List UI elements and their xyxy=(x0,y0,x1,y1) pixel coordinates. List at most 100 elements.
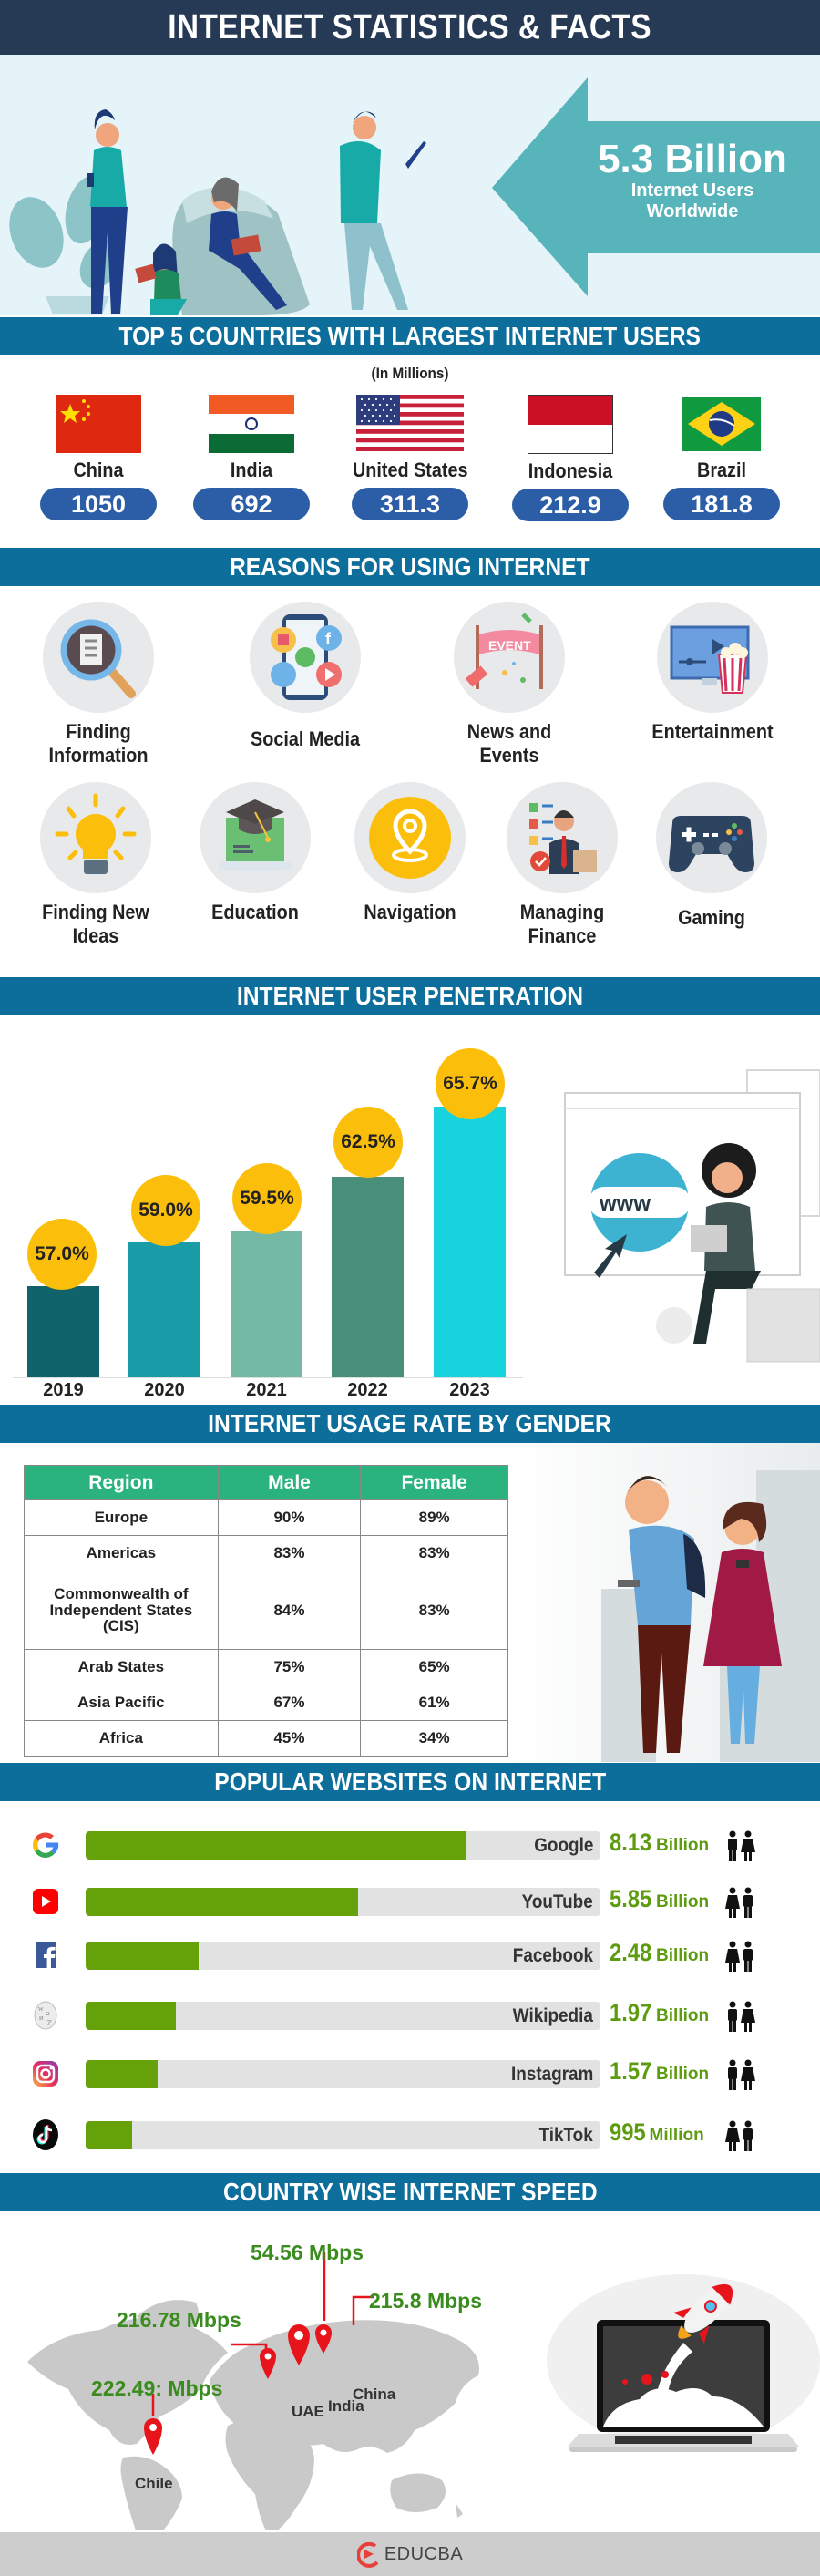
svg-text:f: f xyxy=(325,630,332,648)
chart-bar-2022 xyxy=(332,1177,404,1377)
rocket-laptop-illustration xyxy=(547,2274,820,2452)
speed-label-india: 54.56 Mbps xyxy=(251,2241,364,2264)
left-arrow-shape xyxy=(492,77,820,296)
city-label-india: India xyxy=(328,2397,364,2415)
country-card-united-states: United States 311.3 xyxy=(346,395,474,520)
chart-bar-2019 xyxy=(27,1286,99,1377)
chart-value-label: 59.0% xyxy=(131,1175,200,1246)
hero-stat-value: 5.3 Billion xyxy=(598,137,787,181)
country-value-badge: 212.9 xyxy=(512,489,629,521)
people-using-devices-illustration xyxy=(9,109,426,315)
graduation-cap-laptop-icon xyxy=(200,782,311,893)
people-icon xyxy=(728,1830,755,1861)
reason-gaming: Gaming xyxy=(634,782,789,930)
indonesia-flag-icon xyxy=(528,395,613,454)
city-label-chile: Chile xyxy=(135,2475,173,2492)
speed-label-uae: 216.78 Mbps xyxy=(117,2308,241,2332)
svg-text:Ω: Ω xyxy=(46,2012,50,2017)
speed-label-chile: 222.49: Mbps xyxy=(91,2376,223,2400)
table-row: Commonwealth of Independent States (CIS)… xyxy=(24,1571,508,1650)
india-flag-icon xyxy=(209,395,294,453)
usage-bar-track: TikTok xyxy=(86,2121,600,2149)
svg-text:www: www xyxy=(599,1191,651,1216)
section-header-gender: INTERNET USAGE RATE BY GENDER xyxy=(0,1405,820,1443)
website-users-value: 8.13 Billion xyxy=(610,1829,710,1856)
couple-with-phones-illustration xyxy=(510,1443,820,1762)
website-row-tiktok: TikTok 995 Million xyxy=(0,2118,820,2151)
reason-education: Education xyxy=(178,782,333,924)
usage-bar-fill xyxy=(86,2002,176,2030)
gender-usage-table: Region Male Female Europe 90% 89% Americ… xyxy=(24,1465,508,1757)
speed-label-china: 215.8 Mbps xyxy=(369,2289,482,2313)
website-row-youtube: YouTube 5.85 Billion xyxy=(0,1885,820,1918)
section-header-speed: COUNTRY WISE INTERNET SPEED xyxy=(0,2173,820,2211)
table-row: Arab States 75% 65% xyxy=(24,1649,508,1685)
footer-brand[interactable]: EDUCBA xyxy=(384,2543,464,2564)
country-card-china: China 1050 xyxy=(35,395,162,520)
country-value-badge: 692 xyxy=(193,488,310,520)
brazil-flag-icon xyxy=(682,397,761,451)
chart-baseline xyxy=(13,1377,523,1378)
youtube-icon xyxy=(29,1885,62,1918)
city-label-uae: UAE xyxy=(292,2403,324,2420)
website-users-value: 2.48 Billion xyxy=(610,1939,710,1966)
people-icon xyxy=(725,1941,753,1972)
units-note: (In Millions) xyxy=(371,365,449,382)
country-name: Indonesia xyxy=(528,459,613,482)
table-row: Europe 90% 89% xyxy=(24,1499,508,1536)
section-header-reasons: REASONS FOR USING INTERNET xyxy=(0,548,820,586)
people-icon xyxy=(725,2120,753,2151)
reason-entertainment: Entertainment xyxy=(635,602,790,744)
usage-bar-track: Instagram xyxy=(86,2060,600,2088)
website-row-google: Google 8.13 Billion xyxy=(0,1829,820,1861)
chart-bar-2023 xyxy=(434,1107,506,1377)
table-row: Asia Pacific 67% 61% xyxy=(24,1685,508,1721)
social-media-phone-icon: f xyxy=(250,602,361,713)
footer-bar: EDUCBA xyxy=(0,2532,820,2576)
usage-bar-track: YouTube xyxy=(86,1888,600,1916)
website-users-value: 1.97 Billion xyxy=(610,1999,710,2026)
reason-managing-finance: Managing Finance xyxy=(485,782,640,949)
cis-region-cell: Commonwealth of Independent States (CIS) xyxy=(24,1571,219,1650)
map-pins xyxy=(144,2324,332,2455)
svg-text:W: W xyxy=(38,2007,44,2013)
country-card-indonesia: Indonesia 212.9 xyxy=(507,395,634,521)
website-row-facebook: Facebook 2.48 Billion xyxy=(0,1939,820,1972)
page-title-bar: INTERNET STATISTICS & FACTS xyxy=(0,0,820,55)
country-value-badge: 181.8 xyxy=(663,488,780,520)
country-name: United States xyxy=(353,459,468,481)
china-flag-icon xyxy=(56,395,141,453)
businessman-finance-icon xyxy=(507,782,618,893)
country-value-badge: 311.3 xyxy=(352,488,468,520)
section-header-websites: POPULAR WEBSITES ON INTERNET xyxy=(0,1763,820,1801)
chart-value-label: 57.0% xyxy=(27,1219,97,1290)
hero-subtitle-line2: Worldwide xyxy=(646,201,739,222)
usage-bar-fill xyxy=(86,2060,159,2088)
location-pin-icon xyxy=(354,782,466,893)
event-banner-icon: EVENT xyxy=(454,602,565,713)
reason-navigation: Navigation xyxy=(333,782,487,924)
table-row: Americas 83% 83% xyxy=(24,1535,508,1571)
country-card-india: India 692 xyxy=(188,395,315,520)
usage-bar-fill xyxy=(86,1942,200,1970)
hero-stat-block: 5.3 Billion Internet Users Worldwide xyxy=(574,137,811,222)
svg-text:И: И xyxy=(39,2016,44,2022)
penetration-chart: www 57.0% 59.0% 59.5% 62.5% 65.7% 2019 2… xyxy=(0,1015,820,1404)
chart-bar-2020 xyxy=(128,1242,200,1377)
chart-x-tick: 2020 xyxy=(144,1380,185,1400)
reason-social-media: f Social Media xyxy=(228,602,383,751)
chart-x-tick: 2022 xyxy=(347,1380,388,1400)
website-users-value: 5.85 Billion xyxy=(610,1885,710,1912)
reason-finding-new-ideas: Finding New Ideas xyxy=(18,782,173,949)
reason-finding-information: Finding Information xyxy=(21,602,176,768)
chart-value-label: 59.5% xyxy=(232,1163,302,1234)
page-title: INTERNET STATISTICS & FACTS xyxy=(168,7,652,46)
usage-bar-track: Wikipedia xyxy=(86,2002,600,2030)
lightbulb-icon xyxy=(40,782,151,893)
www-browser-illustration: www xyxy=(564,1069,820,1363)
table-row: Africa 45% 34% xyxy=(24,1720,508,1757)
chart-bar-2021 xyxy=(231,1231,302,1377)
svg-text:ア: ア xyxy=(46,2020,52,2026)
usa-flag-icon xyxy=(356,395,464,451)
